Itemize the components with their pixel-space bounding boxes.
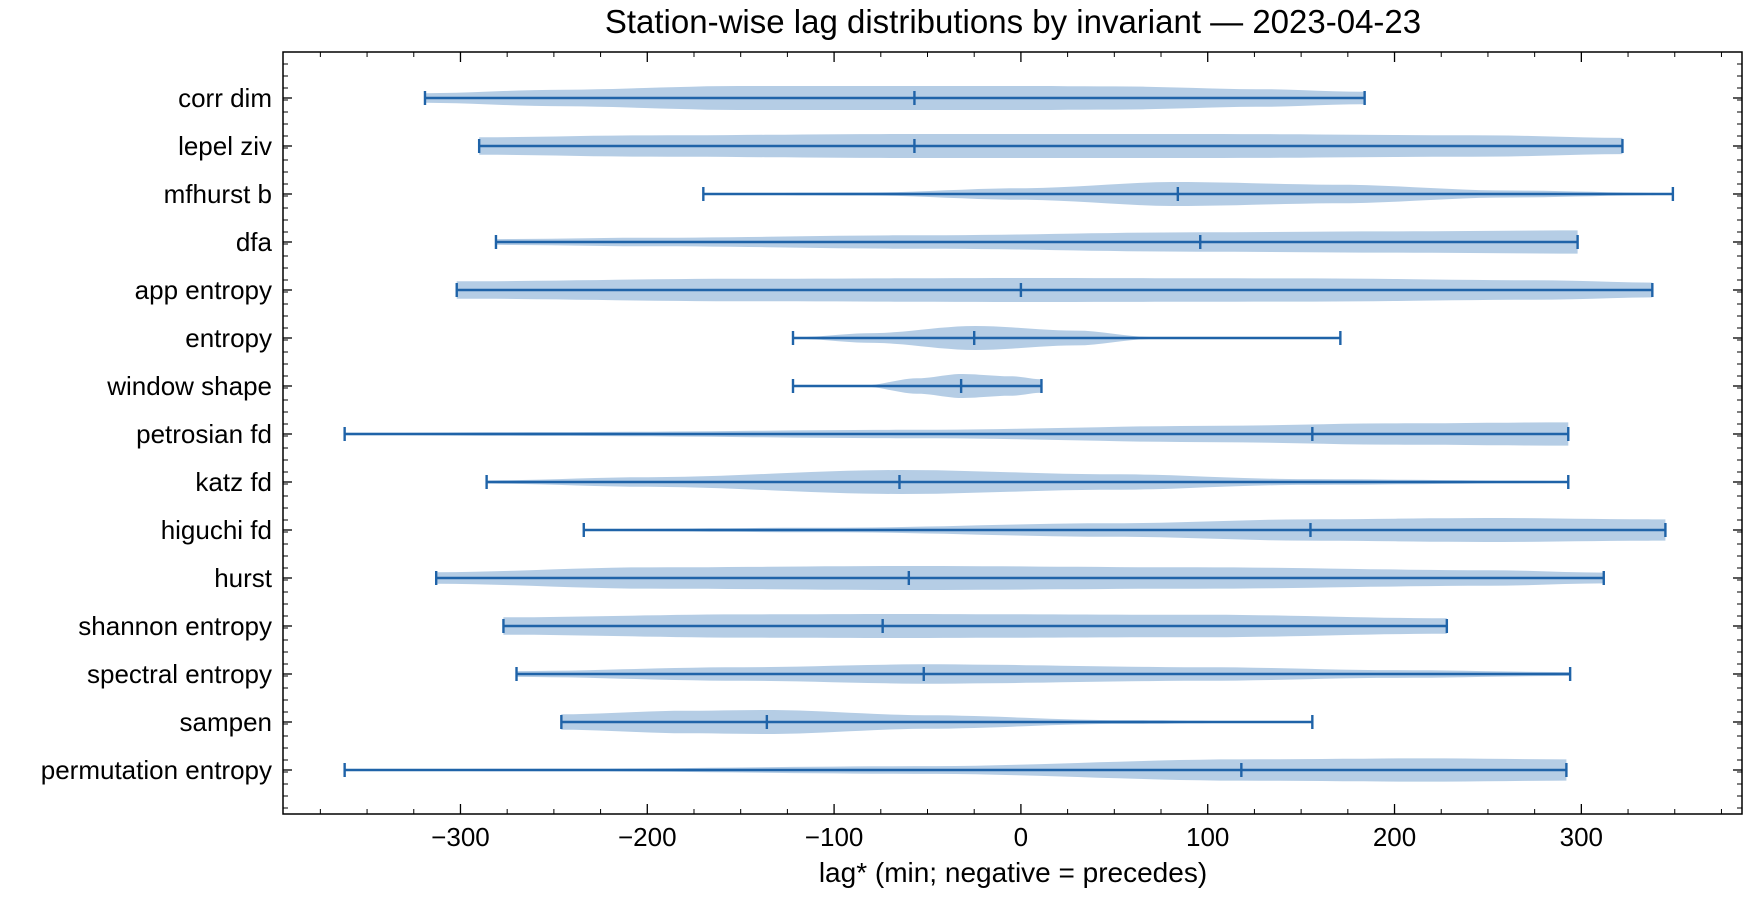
y-tick-label-permutation-entropy: permutation entropy [41,755,272,785]
y-tick-label-corr-dim: corr dim [178,83,272,113]
x-tick-label: −300 [431,822,490,852]
x-tick-label: 300 [1560,822,1603,852]
x-tick-label: 200 [1373,822,1416,852]
y-tick-label-spectral-entropy: spectral entropy [87,659,272,689]
y-tick-label-window-shape: window shape [106,371,272,401]
y-tick-label-katz-fd: katz fd [195,467,272,497]
y-tick-label-shannon-entropy: shannon entropy [78,611,272,641]
x-axis-label: lag* (min; negative = precedes) [819,857,1207,888]
x-tick-label: −100 [805,822,864,852]
y-tick-label-mfhurst-b: mfhurst b [164,179,272,209]
y-tick-label-lepel-ziv: lepel ziv [178,131,272,161]
y-tick-label-hurst: hurst [214,563,273,593]
violin-layer [343,86,1675,782]
x-tick-label: −200 [618,822,677,852]
x-tick-label: 100 [1186,822,1229,852]
x-tick-label: 0 [1014,822,1028,852]
plot-frame [282,51,1743,815]
y-tick-label-higuchi-fd: higuchi fd [161,515,272,545]
y-tick-label-app-entropy: app entropy [135,275,272,305]
y-tick-label-sampen: sampen [180,707,273,737]
y-tick-label-petrosian-fd: petrosian fd [136,419,272,449]
axis-ticks: corr dim lepel ziv mfhurst b dfa app entropy… [41,52,1742,852]
y-tick-label-entropy: entropy [185,323,272,353]
y-tick-label-dfa: dfa [236,227,273,257]
chart-title: Station-wise lag distributions by invari… [605,3,1421,40]
